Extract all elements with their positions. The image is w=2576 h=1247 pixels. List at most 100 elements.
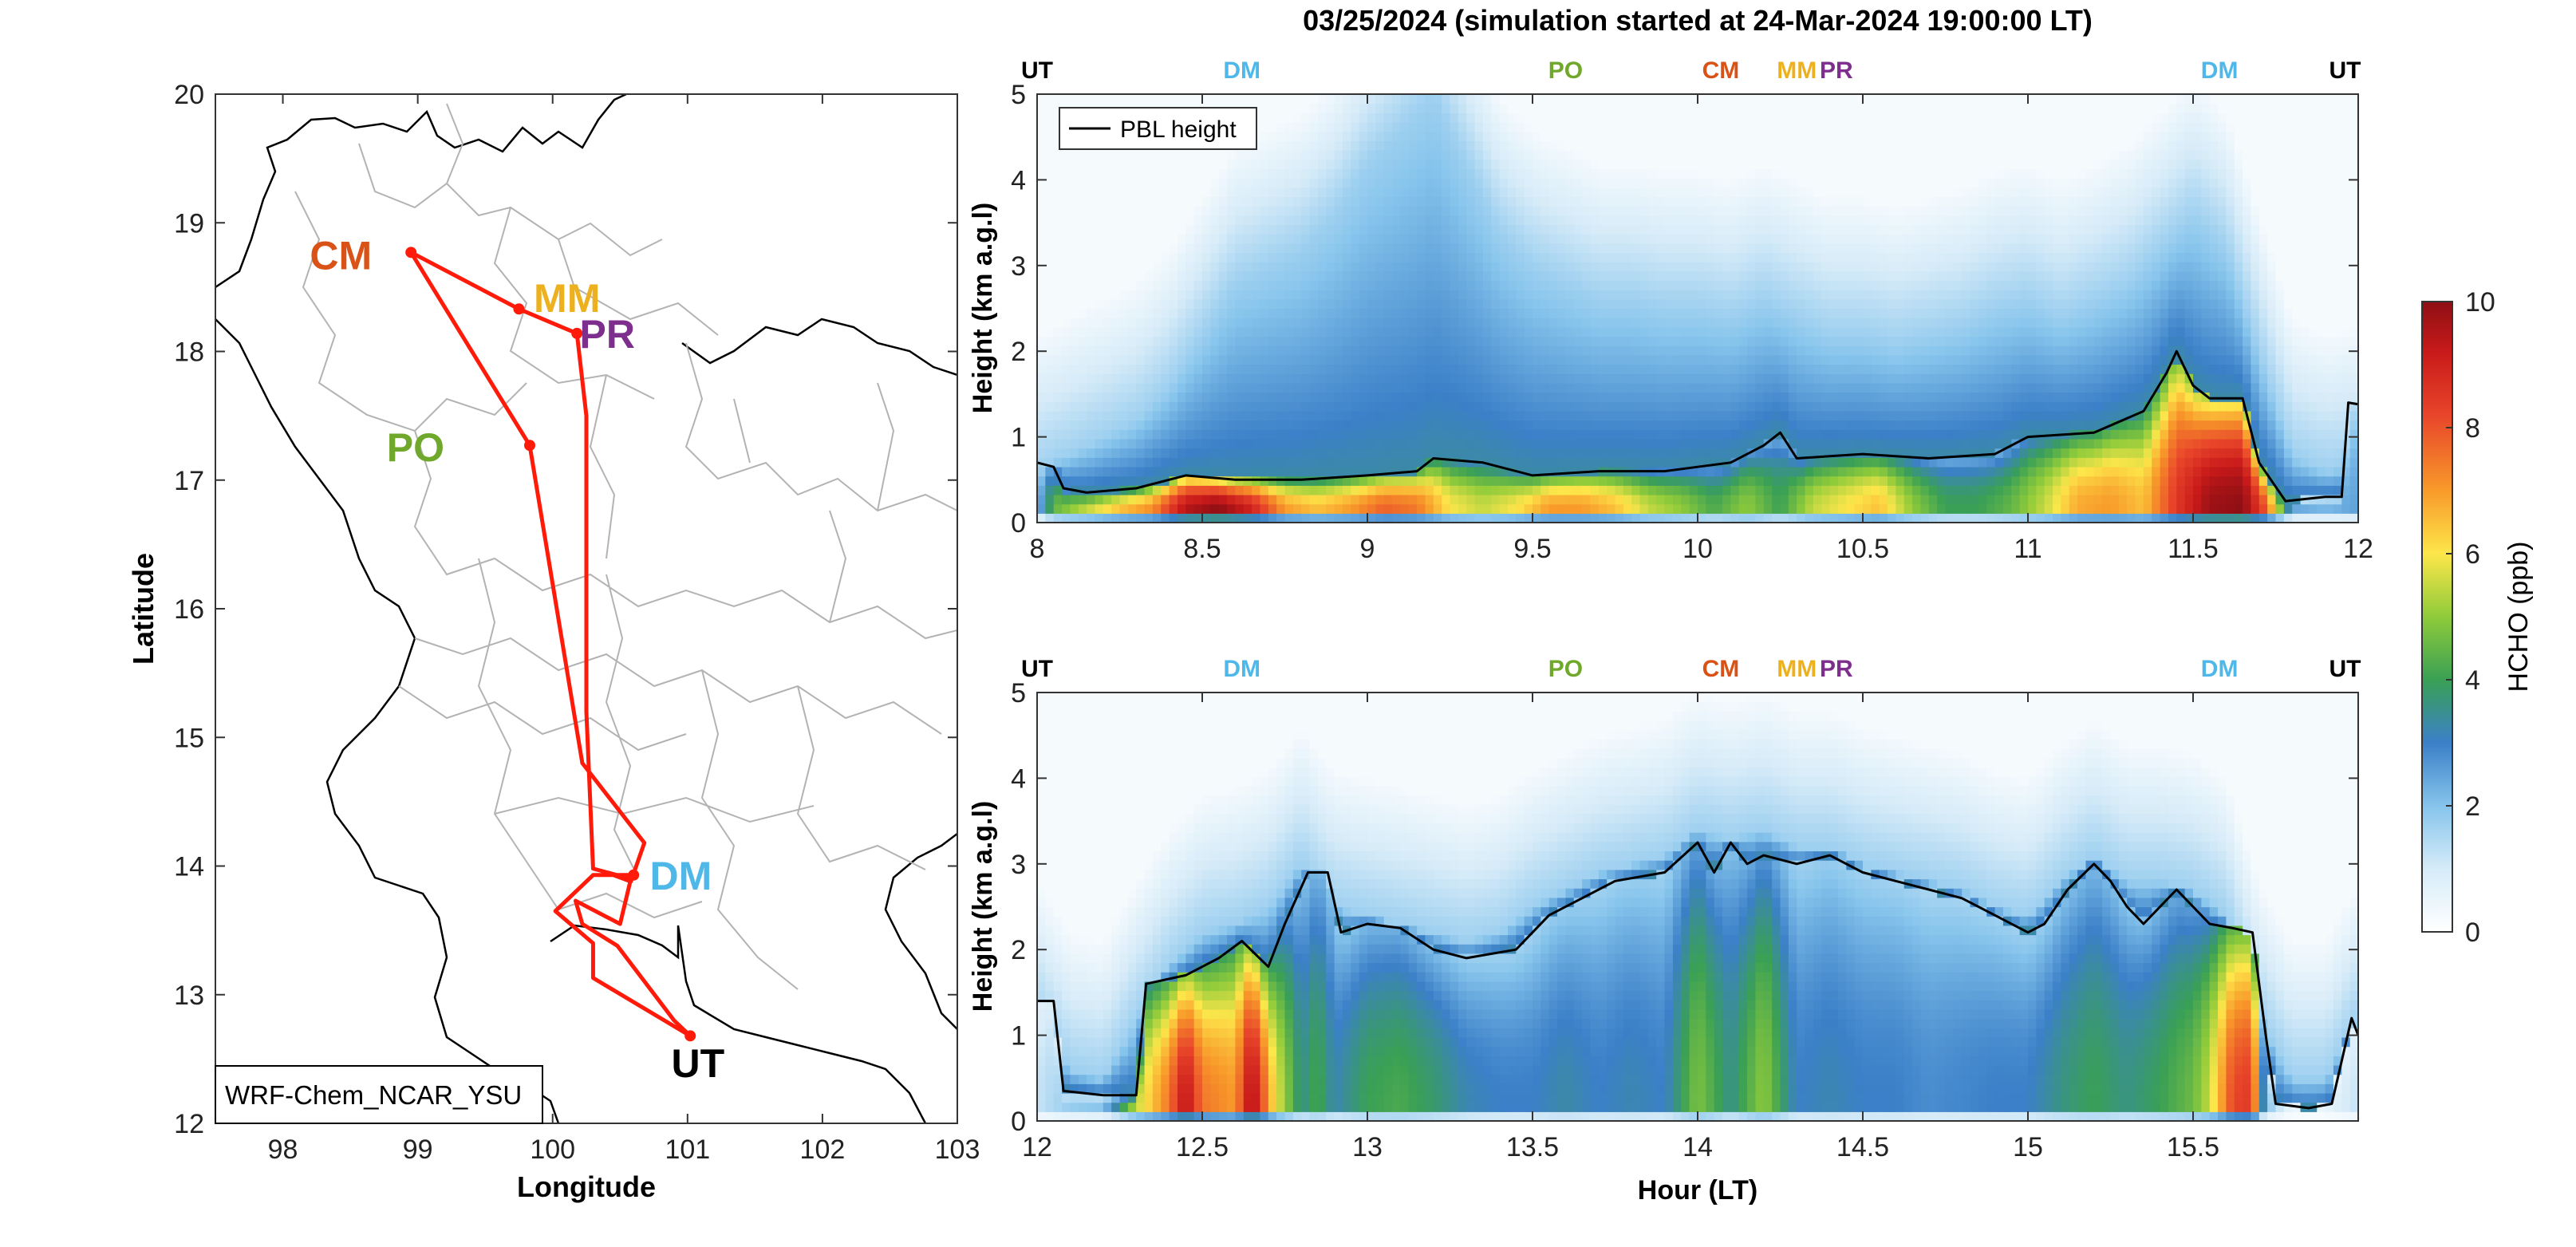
hcho-cell [1408,298,1418,310]
hcho-cell [1351,438,1360,449]
hcho-cell [1689,503,1698,514]
hcho-cell [1425,131,1434,141]
hcho-cell [1491,280,1501,290]
hcho-cell [1533,270,1541,282]
hcho-cell [1821,270,1831,282]
hcho-cell [1805,401,1814,412]
hcho-cell [1797,122,1806,132]
hcho-cell [1482,438,1492,449]
hcho-cell [1268,438,1277,449]
hcho-cell [1582,298,1592,310]
hcho-cell [1491,420,1501,430]
hcho-cell [1829,382,1839,393]
hcho-cell [1698,298,1706,310]
hcho-cell [1442,345,1451,356]
hcho-cell [1466,234,1476,244]
hcho-cell [1582,401,1592,412]
hcho-cell [1268,410,1277,421]
hcho-cell [1706,178,1715,188]
hcho-cell [1425,122,1434,132]
hcho-cell [1301,354,1311,365]
hcho-cell [1227,150,1236,160]
hcho-cell [1375,224,1385,235]
hcho-cell [1218,503,1228,514]
hcho-cell [1210,364,1220,374]
hcho-cell [1317,224,1327,235]
hcho-cell [1664,485,1674,495]
hcho-cell [1647,382,1657,393]
hcho-cell [1053,364,1063,374]
hcho-cell [1185,262,1195,272]
hcho-cell [1111,290,1121,300]
hcho-cell [1524,270,1533,282]
hcho-cell [1284,262,1294,272]
hcho-cell [1450,280,1459,290]
hcho-cell [1829,243,1839,254]
hcho-cell [1615,420,1624,430]
hcho-cell [1185,252,1195,262]
hcho-cell [1442,206,1451,216]
hcho-cell [1647,485,1657,495]
hcho-cell [1111,410,1121,421]
hcho-cell [1681,392,1690,402]
hcho-cell [1037,336,1046,346]
hcho-cell [1813,485,1822,495]
hcho-cell [1863,476,1872,486]
hcho-cell [1260,270,1269,282]
hcho-cell [1639,140,1649,151]
hcho-cell [1491,494,1501,505]
hcho-cell [1863,382,1872,393]
hcho-cell [1326,270,1335,282]
hcho-cell [1235,457,1245,468]
hcho-cell [1111,243,1121,254]
hcho-cell [1367,476,1376,486]
hcho-cell [1276,159,1286,169]
hcho-cell [1903,429,1913,440]
hcho-cell [1392,326,1401,337]
hcho-cell [1301,187,1311,198]
hcho-cell [1788,280,1797,290]
hcho-cell [1433,224,1442,235]
hcho-cell [1292,326,1302,337]
hcho-cell [1573,354,1583,365]
hcho-cell [1780,234,1789,244]
hcho-cell [1210,494,1220,505]
hcho-cell [1533,457,1541,468]
hcho-cell [1466,513,1476,523]
hcho-cell [1326,206,1335,216]
hcho-cell [1598,206,1608,216]
hcho-cell [1062,252,1071,262]
hcho-cell [1888,234,1896,244]
hcho-cell [1912,448,1922,458]
hcho-cell [1888,298,1896,310]
hcho-cell [1647,224,1657,235]
hcho-cell [1276,382,1286,393]
hcho-cell [1813,168,1822,179]
hcho-cell [1755,140,1765,151]
hcho-cell [1284,503,1294,514]
hcho-cell [1888,364,1896,374]
hcho-cell [1582,131,1592,141]
hcho-cell [1607,420,1616,430]
hcho-cell [1755,364,1765,374]
hcho-cell [1763,103,1773,113]
hcho-cell [1879,206,1888,216]
hcho-cell [1788,401,1797,412]
hcho-cell [1664,401,1674,412]
hcho-cell [1689,420,1698,430]
hcho-cell [1152,270,1162,282]
hcho-cell [1805,168,1814,179]
hcho-cell [1780,457,1789,468]
hcho-cell [1879,215,1888,226]
hcho-cell [1623,224,1632,235]
hcho-cell [1037,503,1046,514]
hcho-cell [1317,364,1327,374]
hcho-cell [1474,262,1484,272]
hcho-cell [1607,94,1616,105]
hcho-cell [1516,196,1525,207]
hcho-cell [1598,243,1608,254]
hcho-cell [1871,336,1880,346]
hcho-cell [1639,354,1649,365]
hcho-cell [1193,234,1203,244]
hcho-cell [1408,420,1418,430]
